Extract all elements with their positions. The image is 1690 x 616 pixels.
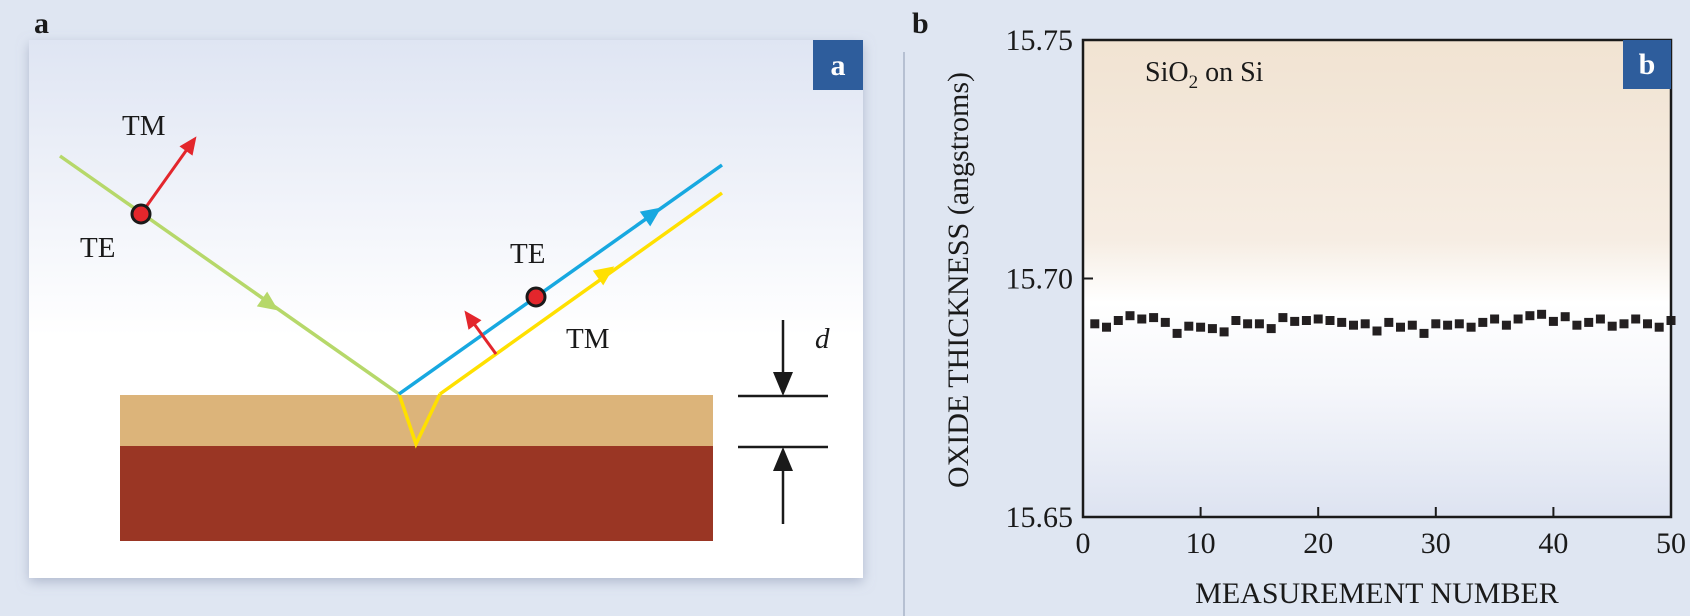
data-point <box>1607 321 1617 331</box>
te-incident-dot <box>130 203 152 225</box>
data-point <box>1313 314 1323 324</box>
data-point <box>1619 319 1629 329</box>
data-point <box>1560 312 1570 322</box>
data-point <box>1172 328 1182 338</box>
y-tick-label: 15.75 <box>1006 24 1074 57</box>
data-point <box>1548 316 1558 326</box>
data-point <box>1207 324 1217 334</box>
annotation-main: SiO <box>1145 57 1189 88</box>
incident-beam-arrowhead <box>256 291 279 311</box>
annotation-subscript: 2 <box>1189 72 1199 93</box>
data-point <box>1137 314 1147 324</box>
panel-a-outer-label: a <box>34 7 49 40</box>
reflected-beam-interface <box>438 191 724 396</box>
data-point <box>1431 319 1441 329</box>
data-point <box>1360 319 1370 329</box>
data-point <box>1407 320 1417 330</box>
reflected-beam-surface <box>397 163 724 396</box>
data-point <box>1525 311 1535 321</box>
data-point <box>1184 321 1194 331</box>
data-point <box>1196 322 1206 332</box>
data-point <box>1349 320 1358 330</box>
data-point <box>1337 317 1347 327</box>
data-point <box>1113 316 1123 325</box>
panel-a-badge <box>813 40 863 90</box>
data-point <box>1643 319 1652 329</box>
reflected-beam-surface-arrowhead <box>639 207 662 227</box>
data-point <box>1595 314 1605 324</box>
data-point <box>1219 327 1229 337</box>
data-point <box>1384 317 1394 327</box>
data-point <box>1537 309 1547 319</box>
data-point <box>1278 313 1288 323</box>
x-tick-label: 0 <box>1076 527 1091 560</box>
data-point <box>1419 328 1429 338</box>
panel-b-badge <box>1623 40 1671 89</box>
te-incident-label: TE <box>80 232 115 264</box>
tm-incident-arrow <box>139 147 190 215</box>
tm-reflected-arrow <box>470 320 498 355</box>
data-point <box>1231 316 1241 325</box>
data-point <box>1631 314 1641 324</box>
panel-b: b 0 10 20 30 40 50 15.65 15.70 15.75 b SiO2 on S… <box>912 7 1686 610</box>
incident-beam <box>58 154 401 396</box>
annotation-tail: on Si <box>1198 57 1264 88</box>
y-axis-title: OXIDE THICKNESS (angstroms) <box>942 72 975 488</box>
x-tick-label: 20 <box>1303 527 1333 560</box>
data-point <box>1254 319 1264 329</box>
refracted-path <box>397 393 442 449</box>
thickness-marker <box>738 320 828 524</box>
data-point <box>1654 322 1664 332</box>
x-tick-label: 50 <box>1656 527 1686 560</box>
data-point <box>1454 319 1464 329</box>
data-point <box>1160 317 1170 327</box>
data-point <box>1243 319 1253 329</box>
reflected-beam-interface-arrowhead <box>592 266 615 286</box>
y-tick-label: 15.70 <box>1006 263 1074 296</box>
axes: 0 10 20 30 40 50 15.65 15.70 15.75 <box>1006 24 1687 560</box>
data-point <box>1290 316 1300 326</box>
panel-b-outer-label: b <box>912 7 929 40</box>
te-reflected-dot <box>525 286 547 308</box>
data-point <box>1090 319 1100 329</box>
data-point <box>1125 311 1135 321</box>
data-point <box>1584 317 1594 327</box>
tm-reflected-arrowhead <box>464 310 482 330</box>
data-point <box>1478 317 1488 327</box>
data-point <box>1466 322 1476 332</box>
data-points <box>1090 309 1676 338</box>
data-point <box>1501 320 1511 330</box>
data-point <box>1513 314 1523 324</box>
tm-incident-label: TM <box>122 110 166 142</box>
data-point <box>1301 316 1311 325</box>
data-point <box>1372 326 1382 336</box>
data-point <box>1102 322 1111 332</box>
data-point <box>1266 324 1276 334</box>
plot-area <box>1083 40 1671 517</box>
data-point <box>1572 320 1582 330</box>
x-tick-label: 40 <box>1538 527 1568 560</box>
panel-a: a a TM TE TE TM <box>29 7 863 578</box>
data-point <box>1490 314 1500 324</box>
panel-b-badge-label: b <box>1639 48 1656 81</box>
plot-annotation: SiO2 on Si <box>1145 57 1264 93</box>
x-tick-label: 10 <box>1186 527 1216 560</box>
panel-a-badge-label: a <box>831 49 846 82</box>
x-axis-title: MEASUREMENT NUMBER <box>1195 577 1559 610</box>
x-tick-label: 30 <box>1421 527 1451 560</box>
film-layer <box>120 395 713 447</box>
data-point <box>1443 320 1453 330</box>
te-reflected-label: TE <box>510 238 545 270</box>
data-point <box>1325 316 1335 325</box>
thickness-label: d <box>815 323 830 355</box>
tm-reflected-label: TM <box>566 323 610 355</box>
data-point <box>1149 313 1159 323</box>
data-point <box>1396 322 1405 332</box>
tm-incident-arrowhead <box>179 136 197 156</box>
y-tick-label: 15.65 <box>1006 501 1074 534</box>
substrate-layer <box>120 446 713 541</box>
